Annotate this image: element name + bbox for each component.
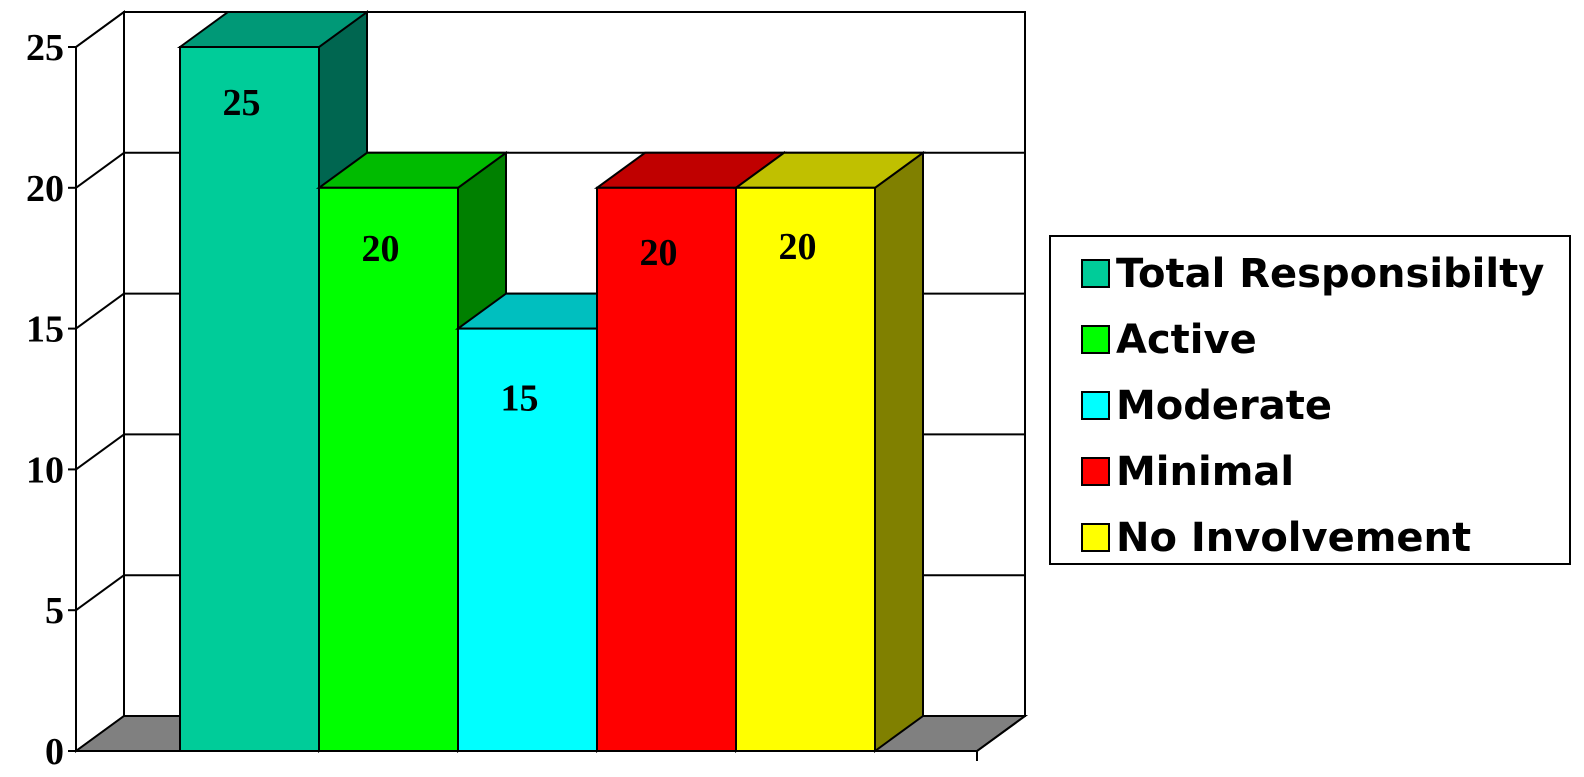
gridline-side (75, 433, 125, 471)
legend: Total Responsibilty Active Moderate Minimal… (1049, 235, 1571, 565)
data-label: 20 (362, 228, 400, 270)
gridline-side (75, 292, 125, 330)
y-tick-label: 15 (26, 309, 64, 351)
data-label: 15 (501, 378, 539, 420)
bar-front (318, 186, 459, 753)
legend-swatch (1081, 523, 1110, 552)
floor-edge (976, 715, 1026, 752)
legend-label: Total Responsibilty (1116, 251, 1544, 297)
gridline-side (75, 574, 125, 612)
legend-box (1049, 235, 1571, 565)
legend-item: No Involvement (1081, 515, 1471, 561)
y-tick-label: 25 (26, 27, 64, 69)
data-label: 20 (640, 232, 678, 274)
legend-swatch (1081, 391, 1110, 420)
y-tick-label: 10 (26, 449, 64, 491)
y-tick-label: 20 (26, 168, 64, 210)
bar-front (179, 46, 320, 752)
legend-item: Total Responsibilty (1081, 251, 1544, 297)
legend-swatch (1081, 325, 1110, 354)
legend-item: Minimal (1081, 449, 1294, 495)
legend-label: No Involvement (1116, 515, 1471, 561)
data-label: 25 (223, 82, 261, 124)
legend-swatch (1081, 259, 1110, 288)
bar-front (457, 327, 598, 752)
bar-front (596, 186, 737, 753)
bars (176, 10, 927, 753)
bar-side (874, 150, 924, 753)
bar-front (735, 186, 876, 753)
gridline-side (75, 11, 125, 48)
legend-item: Moderate (1081, 383, 1332, 429)
legend-label: Minimal (1116, 449, 1294, 495)
data-label: 20 (779, 226, 817, 268)
axes: 0 5 10 15 20 25 (26, 27, 1026, 773)
data-labels: 25 20 15 20 20 (223, 82, 817, 420)
legend-label: Active (1116, 317, 1257, 363)
gridline-side (75, 151, 125, 189)
legend-label: Moderate (1116, 383, 1332, 429)
y-tick-label: 5 (45, 590, 64, 632)
y-tick-label: 0 (45, 731, 64, 773)
side-wall (75, 10, 125, 753)
legend-item: Active (1081, 317, 1257, 363)
bar-no-involvement (732, 150, 927, 753)
legend-swatch (1081, 457, 1110, 486)
